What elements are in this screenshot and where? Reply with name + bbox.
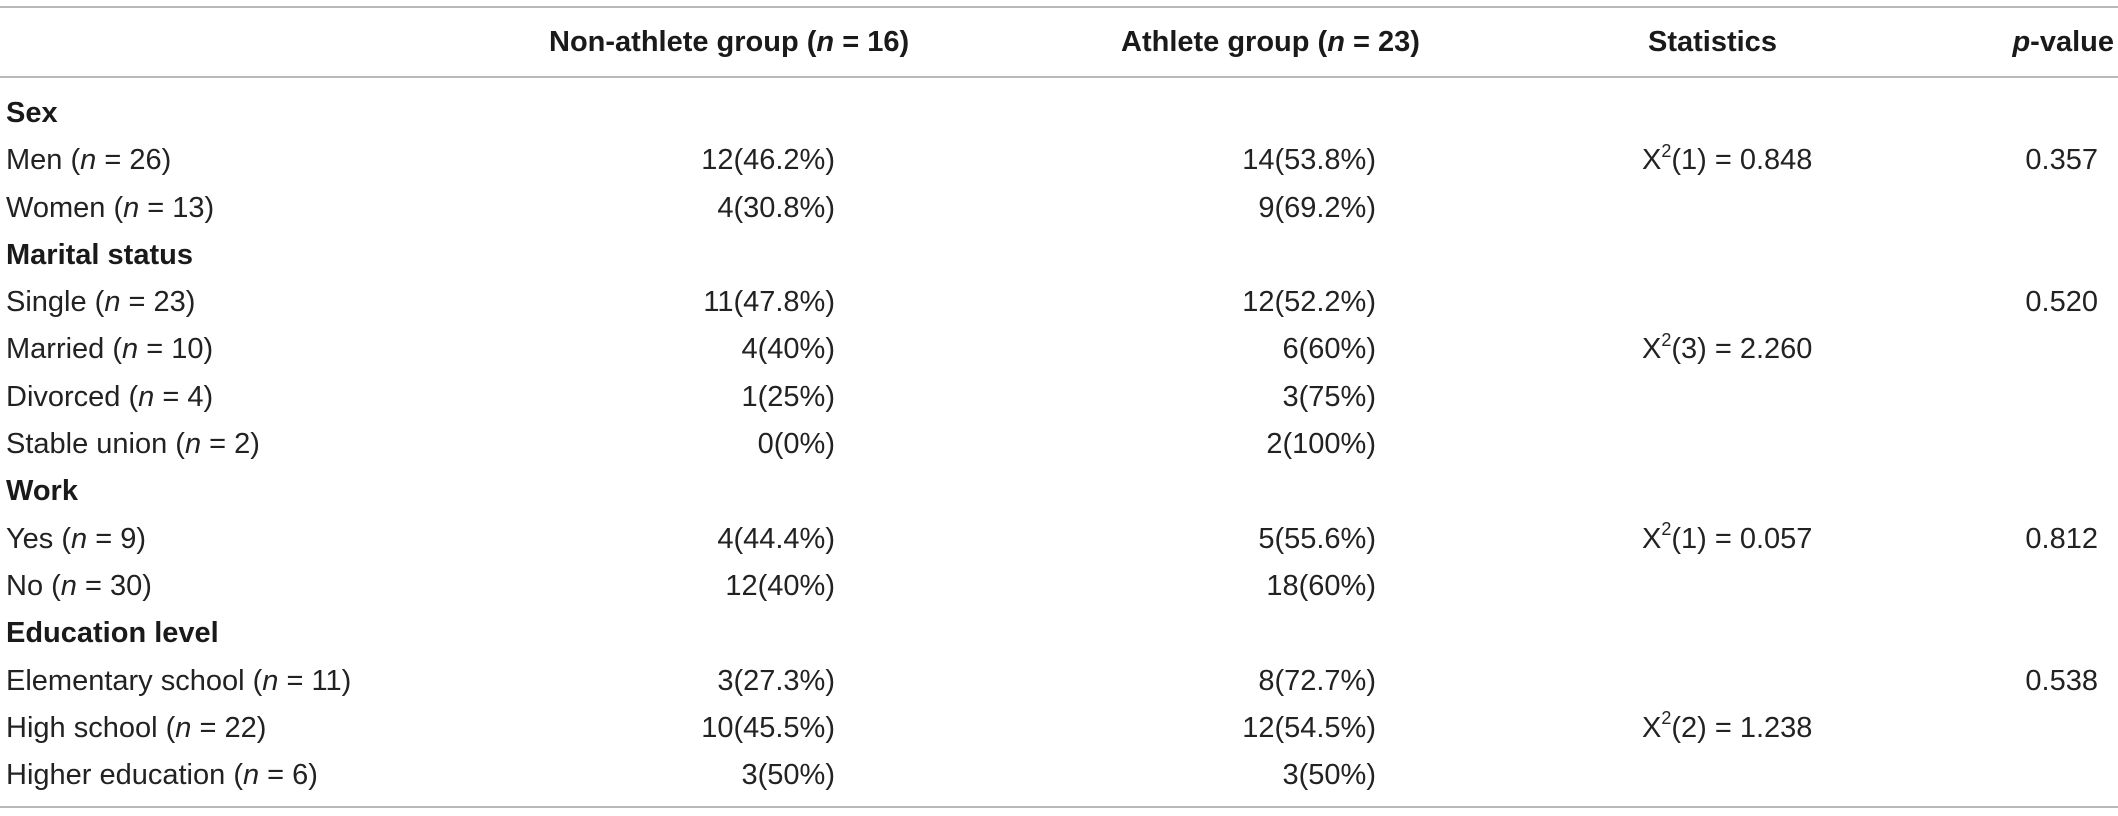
table-header-row: Non-athlete group (n = 16) Athlete group… (0, 6, 2118, 76)
section-label: Marital status (6, 238, 193, 271)
row-label: Divorced (n = 4) (6, 380, 214, 413)
athlete-value: 12(52.2%) (1242, 286, 1376, 319)
row-label: Yes (n = 9) (6, 522, 147, 555)
table-row: Stable union (n = 2) 0(0%) 2(100%) (0, 421, 2118, 468)
header-p-value: p-value (2012, 26, 2114, 58)
row-label: No (n = 30) (6, 569, 152, 602)
row-label: Women (n = 13) (6, 191, 215, 224)
row-label: Higher education (n = 6) (6, 759, 318, 792)
nonathlete-value: 10(45.5%) (701, 711, 835, 744)
row-label: Elementary school (n = 11) (6, 664, 352, 697)
athlete-value: 6(60%) (1282, 333, 1377, 366)
table-header-rule (0, 76, 2118, 78)
athlete-value: 18(60%) (1266, 569, 1376, 602)
statistics-value: X2(1) = 0.057 (1642, 519, 1813, 555)
athlete-value: 3(75%) (1282, 380, 1377, 413)
section-header-row: Marital status (0, 232, 2118, 279)
table-body: Sex Men (n = 26) 12(46.2%) 14(53.8%) X2(1) =… (0, 90, 2118, 799)
athlete-value: 12(54.5%) (1242, 711, 1376, 744)
nonathlete-value: 12(40%) (725, 569, 835, 602)
table-row: Men (n = 26) 12(46.2%) 14(53.8%) X2(1) = 0.… (0, 137, 2118, 184)
nonathlete-value: 4(44.4%) (717, 522, 835, 555)
p-value: 0.538 (2025, 664, 2098, 697)
nonathlete-value: 4(30.8%) (717, 191, 835, 224)
row-label: Stable union (n = 2) (6, 428, 260, 461)
section-label: Sex (6, 97, 58, 129)
header-athlete-group: Athlete group (n = 23) (1121, 26, 1420, 58)
section-label: Work (6, 475, 78, 508)
table-row: Single (n = 23) 11(47.8%) 12(52.2%) 0.520 (0, 279, 2118, 326)
nonathlete-value: 12(46.2%) (701, 144, 835, 177)
statistics-value: X2(2) = 1.238 (1642, 708, 1813, 744)
athlete-value: 14(53.8%) (1242, 144, 1376, 177)
athlete-value: 5(55.6%) (1258, 522, 1376, 555)
section-header-row: Work (0, 468, 2118, 515)
row-label: High school (n = 22) (6, 711, 267, 744)
row-label: Men (n = 26) (6, 144, 172, 177)
table-row: Women (n = 13) 4(30.8%) 9(69.2%) (0, 185, 2118, 232)
nonathlete-value: 0(0%) (757, 428, 835, 461)
nonathlete-value: 1(25%) (741, 380, 836, 413)
nonathlete-value: 3(50%) (741, 759, 836, 792)
table-row: No (n = 30) 12(40%) 18(60%) (0, 563, 2118, 610)
header-nonathlete-group: Non-athlete group (n = 16) (549, 26, 910, 58)
header-statistics: Statistics (1648, 26, 1777, 58)
statistics-value: X2(3) = 2.260 (1642, 329, 1813, 366)
table-row: Yes (n = 9) 4(44.4%) 5(55.6%) X2(1) = 0.057… (0, 516, 2118, 563)
p-value: 0.357 (2025, 144, 2098, 177)
statistics-value: X2(1) = 0.848 (1642, 140, 1813, 177)
section-header-row: Sex (0, 90, 2118, 137)
nonathlete-value: 11(47.8%) (703, 286, 835, 319)
table-row: Married (n = 10) 4(40%) 6(60%) X2(3) = 2.26… (0, 326, 2118, 373)
nonathlete-value: 3(27.3%) (717, 664, 835, 697)
table-row: High school (n = 22) 10(45.5%) 12(54.5%) X2… (0, 705, 2118, 752)
table-row: Higher education (n = 6) 3(50%) 3(50%) (0, 752, 2118, 799)
athlete-value: 9(69.2%) (1258, 191, 1376, 224)
table-row: Elementary school (n = 11) 3(27.3%) 8(72.7… (0, 658, 2118, 705)
athlete-value: 8(72.7%) (1258, 664, 1376, 697)
row-label: Married (n = 10) (6, 333, 214, 366)
athlete-value: 3(50%) (1282, 759, 1377, 792)
p-value: 0.520 (2025, 286, 2098, 319)
row-label: Single (n = 23) (6, 286, 196, 319)
nonathlete-value: 4(40%) (741, 333, 836, 366)
p-value: 0.812 (2025, 522, 2098, 555)
table-top-rule (0, 6, 2118, 8)
table-row: Divorced (n = 4) 1(25%) 3(75%) (0, 374, 2118, 421)
table-bottom-rule (0, 806, 2118, 808)
section-label: Education level (6, 617, 219, 650)
athlete-value: 2(100%) (1266, 428, 1376, 461)
section-header-row: Education level (0, 610, 2118, 657)
